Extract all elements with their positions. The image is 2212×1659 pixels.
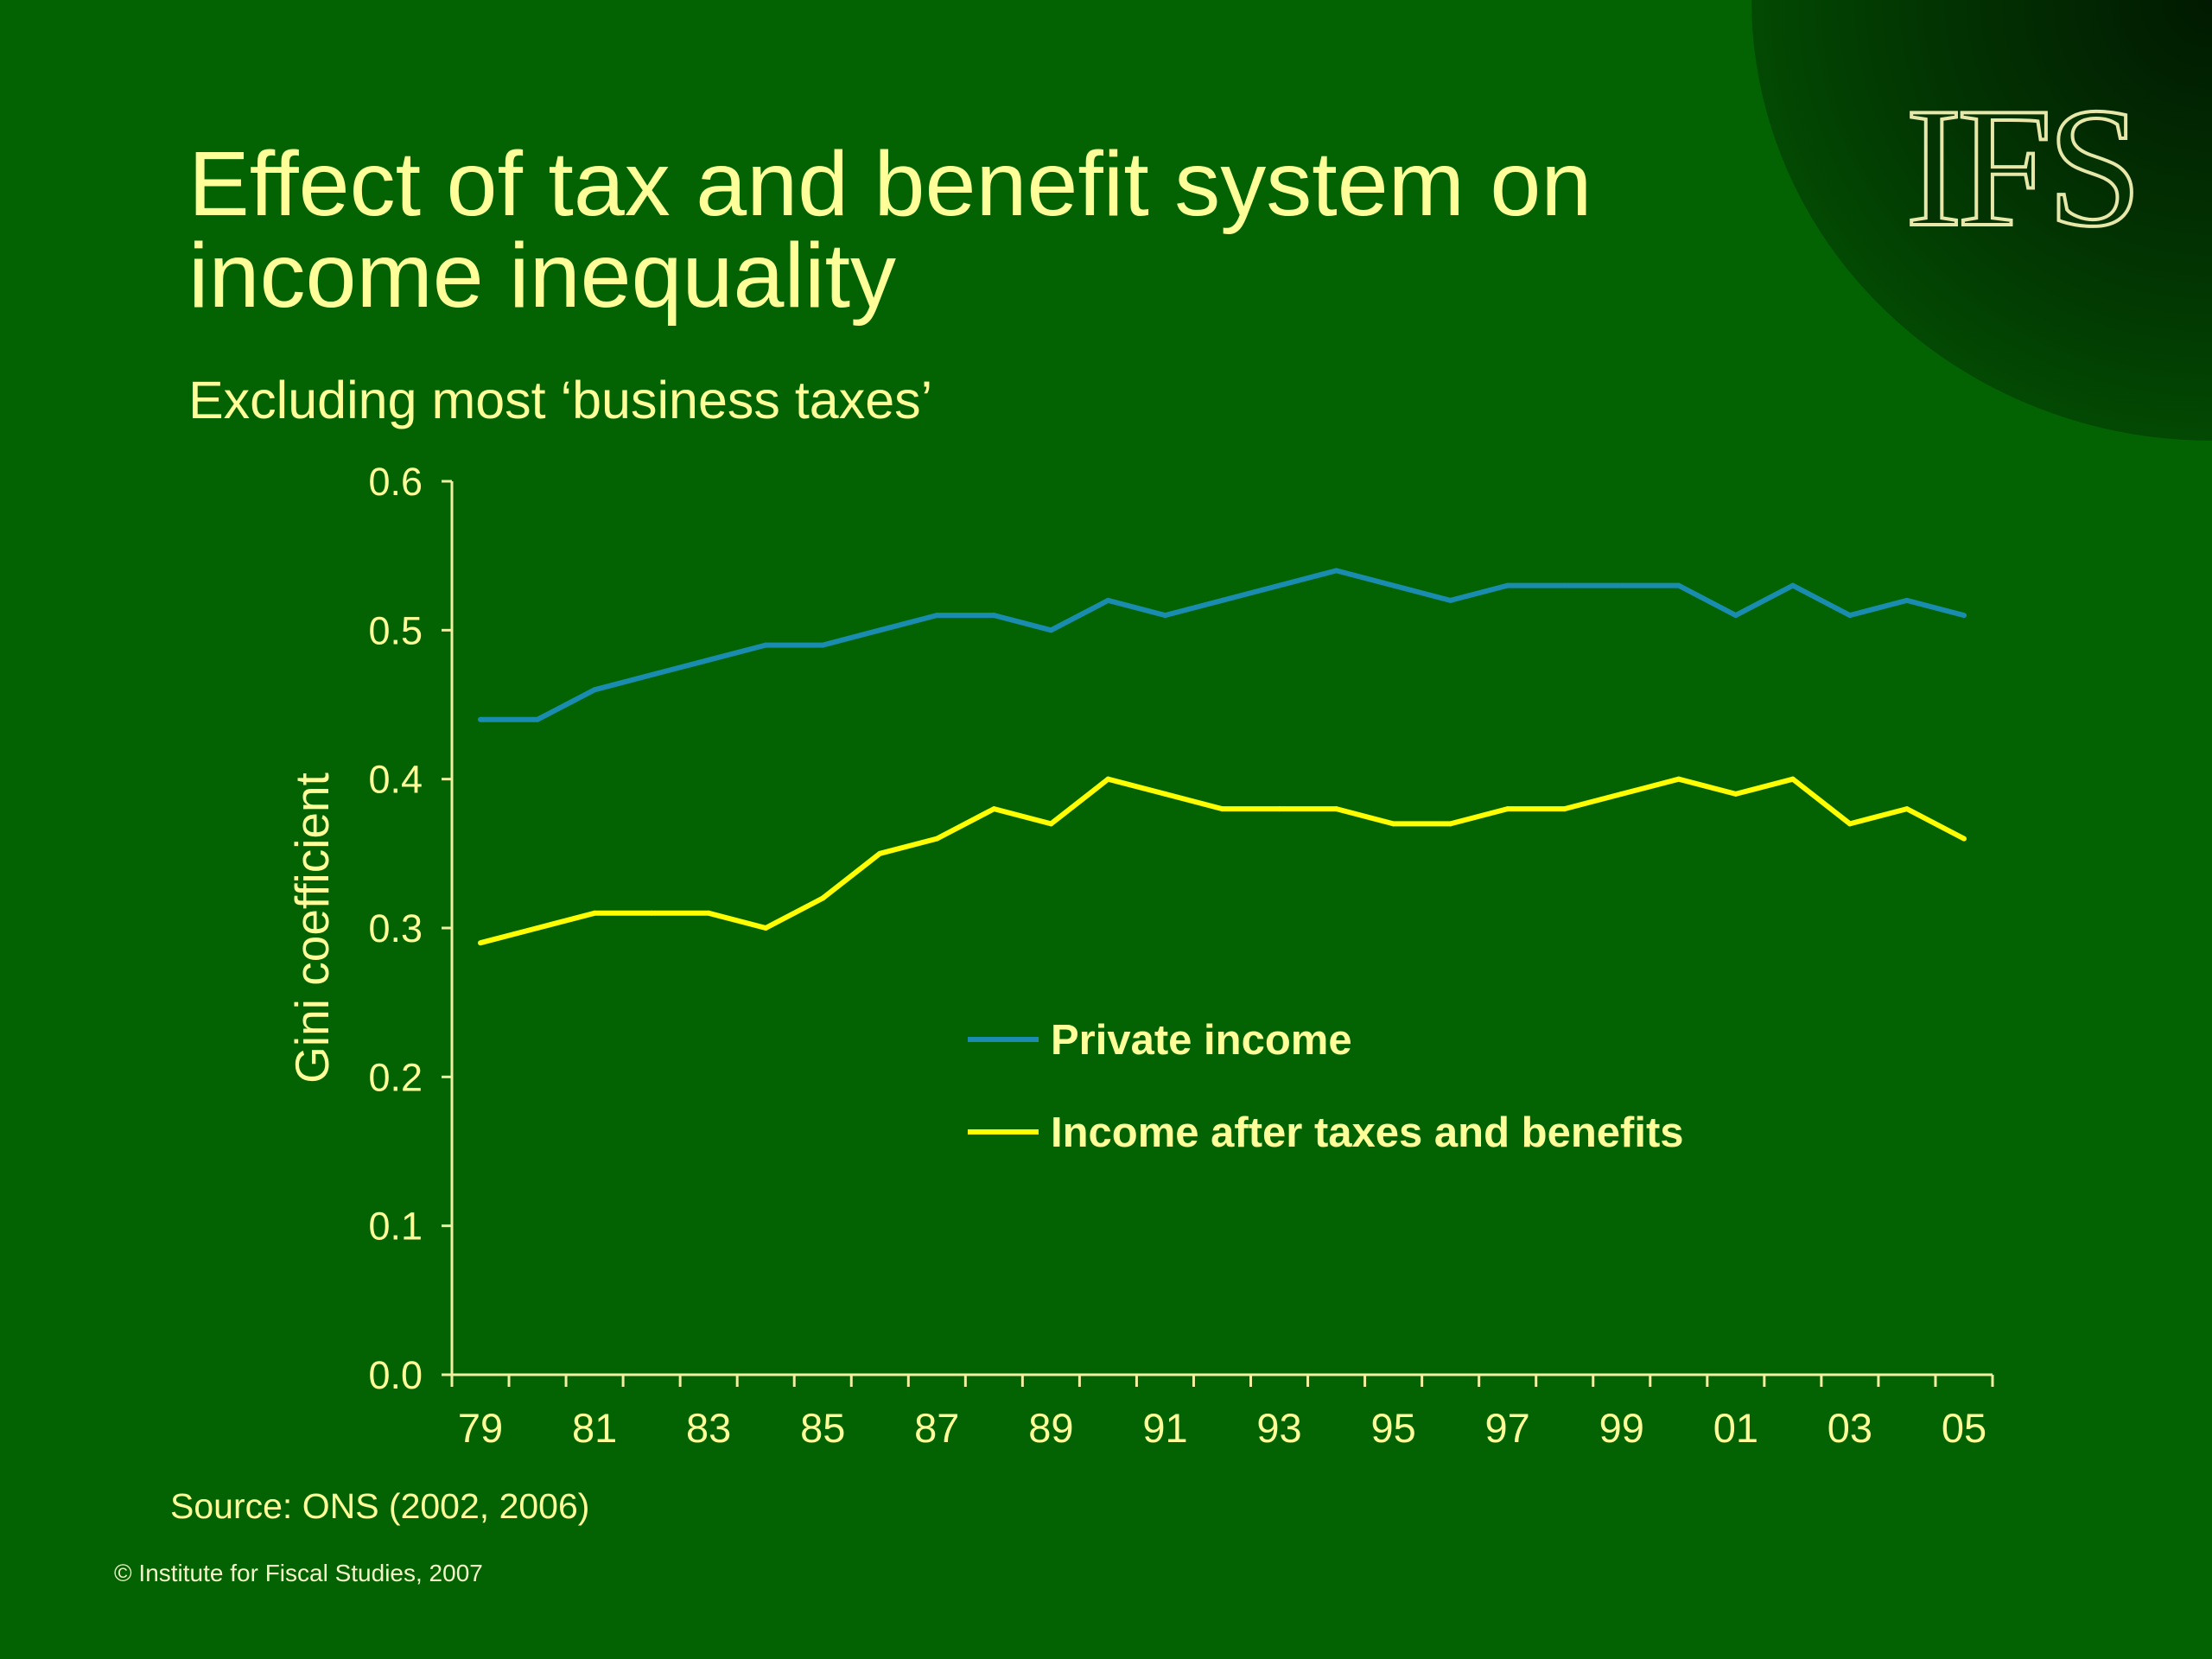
legend-label-2: Income after taxes and benefits [1051, 1109, 1684, 1156]
series-1-point [592, 687, 598, 693]
series-1-point [1961, 613, 1967, 619]
series-2-point [1390, 821, 1396, 827]
x-tick-label: 95 [1370, 1405, 1415, 1451]
series-2-point [706, 910, 712, 916]
series-1-point [1333, 568, 1339, 574]
series-1-point [649, 672, 655, 678]
series-1-point [1390, 582, 1396, 588]
series-1-point [1105, 597, 1111, 603]
series-1-point [1162, 613, 1168, 619]
series-2-point [820, 895, 826, 901]
series-2-point [991, 806, 997, 812]
series-1-point [1789, 582, 1796, 588]
series-2-point [934, 836, 940, 842]
series-1-point [1675, 582, 1681, 588]
series-1-point [1504, 582, 1510, 588]
series-2-point [649, 910, 655, 916]
x-tick-label: 85 [800, 1405, 845, 1451]
series-1-point [1447, 597, 1453, 603]
series-1-point [763, 642, 769, 648]
series-1-point [1276, 582, 1282, 588]
y-tick-label: 0.3 [368, 906, 423, 950]
series-1-point [934, 613, 940, 619]
series-1-point [1618, 582, 1624, 588]
slide-subtitle: Excluding most ‘business taxes’ [188, 371, 933, 429]
x-tick-label: 99 [1599, 1405, 1644, 1451]
y-axis-label: Gini coefficient [285, 772, 339, 1084]
series-2-point [1048, 821, 1054, 827]
series-1-point [1561, 582, 1567, 588]
series-2-point [1732, 791, 1738, 797]
series-2-point [1276, 806, 1282, 812]
series-1-point [535, 716, 541, 722]
series-2-point [1219, 806, 1225, 812]
y-tick-label: 0.2 [368, 1055, 423, 1099]
series-2-point [1333, 806, 1339, 812]
series-1-point [1219, 597, 1225, 603]
y-tick-label: 0.4 [368, 758, 423, 802]
series-1-point [1048, 627, 1054, 633]
series-2-point [1961, 836, 1967, 842]
x-tick-label: 83 [686, 1405, 731, 1451]
series-2-point [1675, 776, 1681, 782]
series-2-point [1789, 776, 1796, 782]
series-line-1 [480, 568, 1965, 722]
series-2-point [535, 925, 541, 931]
chart-legend: Private income Income after taxes and ben… [968, 1017, 1684, 1156]
x-tick-label: 91 [1142, 1405, 1187, 1451]
y-tick-label: 0.1 [368, 1205, 423, 1249]
series-2-point [1105, 776, 1111, 782]
series-1-point [478, 716, 484, 722]
x-tick-label: 79 [458, 1405, 503, 1451]
title-line-2: income inequality [188, 225, 897, 327]
series-1-point [706, 657, 712, 663]
series-1-point [991, 613, 997, 619]
series-2-point [877, 850, 883, 856]
series-2-point [1618, 791, 1624, 797]
series-1-point [877, 627, 883, 633]
ifs-logo: IFS [1904, 73, 2144, 262]
series-2-point [763, 925, 769, 931]
chart-axes: 0.0 0.1 0.2 0.3 0.4 0.5 0.6 79 81 83 85 87 89 91 93 95 9… [285, 460, 1994, 1451]
x-tick-label: 87 [914, 1405, 959, 1451]
y-tick-label: 0.0 [368, 1353, 423, 1397]
series-2-point [1162, 791, 1168, 797]
legend-label-1: Private income [1051, 1017, 1352, 1064]
series-1-point [1904, 597, 1910, 603]
y-tick-label: 0.6 [368, 460, 423, 504]
x-tick-label: 97 [1485, 1405, 1530, 1451]
x-tick-label: 81 [572, 1405, 617, 1451]
series-2-point [1904, 806, 1910, 812]
series-1-point [1732, 613, 1738, 619]
series-2-point [478, 940, 484, 946]
series-2-point [592, 910, 598, 916]
copyright-note: © Institute for Fiscal Studies, 2007 [114, 1560, 483, 1586]
x-tick-label: 01 [1713, 1405, 1758, 1451]
series-2-point [1504, 806, 1510, 812]
slide-title: Effect of tax and benefit system on inco… [188, 138, 1592, 321]
series-1-point [1847, 613, 1853, 619]
source-note: Source: ONS (2002, 2006) [170, 1486, 590, 1526]
x-tick-label: 03 [1827, 1405, 1872, 1451]
x-tick-label: 93 [1256, 1405, 1301, 1451]
y-tick-label: 0.5 [368, 608, 423, 652]
chart-series [478, 568, 1967, 946]
title-line-1: Effect of tax and benefit system on [188, 133, 1592, 235]
series-line-2 [480, 776, 1966, 946]
series-2-point [1447, 821, 1453, 827]
x-tick-label: 05 [1942, 1405, 1986, 1451]
series-1-point [820, 642, 826, 648]
x-tick-label: 89 [1028, 1405, 1073, 1451]
series-2-point [1847, 821, 1853, 827]
series-2-point [1561, 806, 1567, 812]
